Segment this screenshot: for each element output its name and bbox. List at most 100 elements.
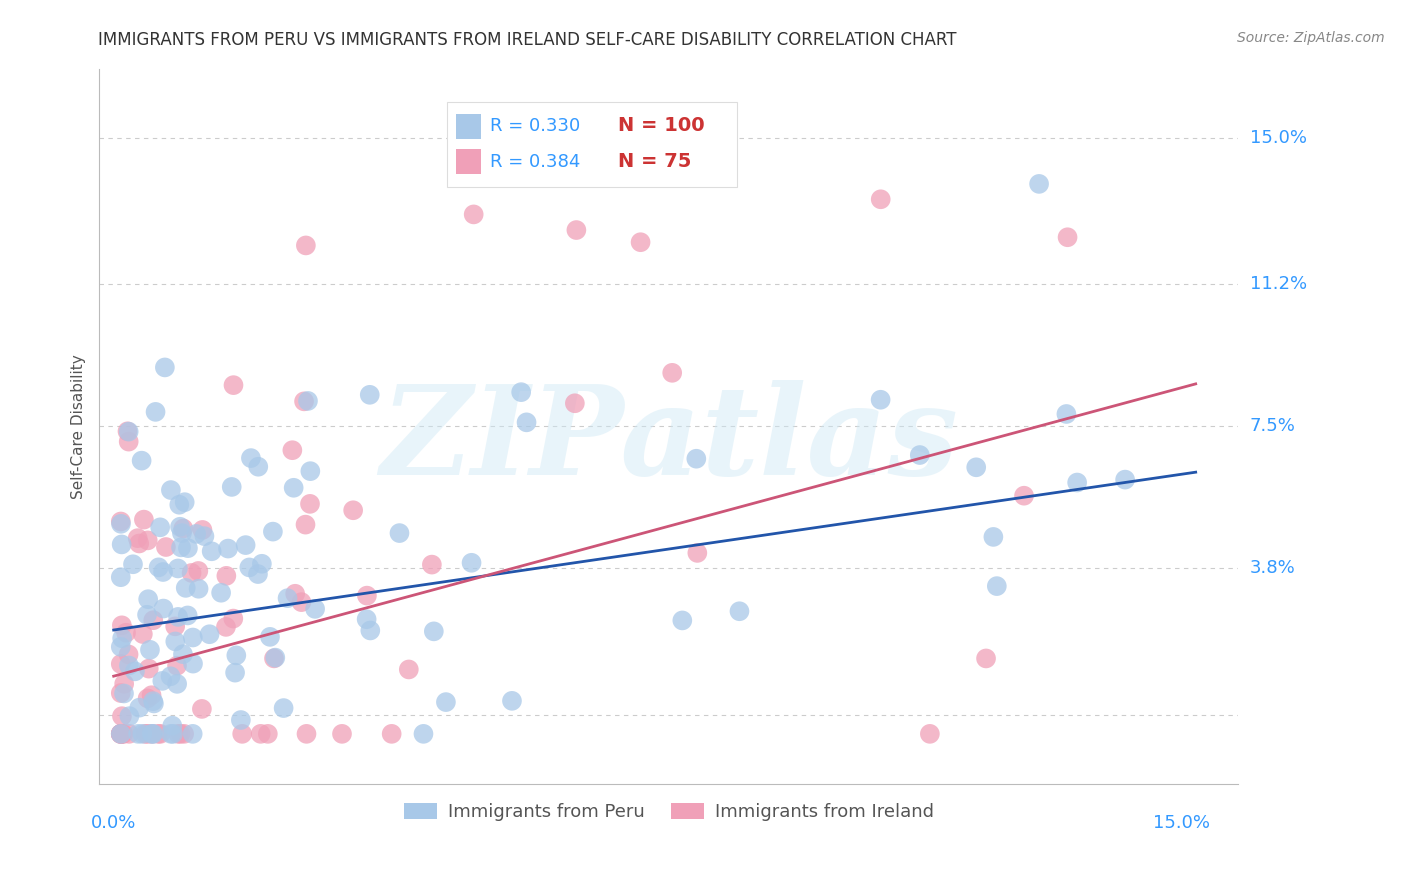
Point: [359, 388, 381, 402]
Point: [127, 531, 149, 545]
Point: [283, 481, 305, 495]
Point: [152, 601, 174, 615]
Point: [149, 727, 172, 741]
Point: [111, 618, 134, 632]
Point: [247, 459, 270, 474]
Text: 11.2%: 11.2%: [1250, 275, 1306, 293]
Point: [152, 565, 174, 579]
Point: [686, 546, 709, 560]
Point: [965, 460, 987, 475]
Point: [111, 727, 134, 741]
Point: [162, 719, 184, 733]
Point: [165, 634, 187, 648]
Point: [166, 658, 188, 673]
Point: [169, 520, 191, 534]
Point: [1066, 475, 1088, 490]
Text: 15.0%: 15.0%: [1250, 128, 1306, 147]
FancyBboxPatch shape: [447, 103, 737, 186]
Point: [173, 495, 195, 509]
Point: [564, 396, 586, 410]
Point: [110, 686, 132, 700]
Point: [398, 663, 420, 677]
Point: [250, 557, 273, 571]
Text: 3.8%: 3.8%: [1250, 559, 1295, 577]
Point: [263, 651, 285, 665]
Point: [209, 585, 232, 599]
Point: [142, 727, 165, 741]
Point: [297, 393, 319, 408]
Point: [284, 587, 307, 601]
Point: [187, 582, 209, 596]
Point: [118, 434, 141, 449]
Point: [231, 727, 253, 741]
Point: [181, 631, 204, 645]
Point: [167, 561, 190, 575]
Point: [217, 541, 239, 556]
Point: [110, 515, 132, 529]
Point: [115, 625, 138, 640]
Point: [299, 464, 322, 478]
Point: [112, 686, 135, 700]
Point: [342, 503, 364, 517]
Point: [136, 607, 159, 622]
Point: [155, 540, 177, 554]
Point: [145, 405, 167, 419]
Point: [127, 727, 149, 741]
Point: [221, 480, 243, 494]
Point: [420, 558, 443, 572]
Point: [111, 632, 134, 646]
Point: [290, 595, 312, 609]
Point: [118, 425, 141, 439]
Point: [117, 425, 139, 439]
Point: [139, 642, 162, 657]
Point: [273, 701, 295, 715]
Point: [661, 366, 683, 380]
Point: [110, 727, 132, 741]
Point: [142, 697, 165, 711]
Point: [141, 727, 163, 741]
Point: [122, 558, 145, 572]
Point: [160, 483, 183, 497]
Point: [110, 640, 132, 654]
Point: [434, 695, 457, 709]
Point: [167, 727, 190, 741]
Point: [159, 669, 181, 683]
Point: [201, 544, 224, 558]
Point: [1028, 177, 1050, 191]
Text: Source: ZipAtlas.com: Source: ZipAtlas.com: [1237, 31, 1385, 45]
Point: [132, 513, 155, 527]
Point: [167, 610, 190, 624]
Point: [869, 192, 891, 206]
Point: [110, 516, 132, 531]
Point: [173, 727, 195, 741]
Point: [501, 694, 523, 708]
Point: [239, 451, 262, 466]
Point: [246, 567, 269, 582]
Point: [136, 592, 159, 607]
Point: [136, 727, 159, 741]
Point: [259, 630, 281, 644]
Text: ZIPatlas: ZIPatlas: [380, 380, 957, 501]
Point: [215, 569, 238, 583]
Point: [110, 657, 132, 671]
Point: [141, 727, 163, 741]
Point: [238, 560, 260, 574]
Point: [117, 648, 139, 662]
Point: [869, 392, 891, 407]
Point: [986, 579, 1008, 593]
Legend: Immigrants from Peru, Immigrants from Ireland: Immigrants from Peru, Immigrants from Ir…: [396, 796, 941, 829]
Point: [169, 727, 191, 741]
Point: [150, 673, 173, 688]
Point: [460, 556, 482, 570]
Point: [136, 533, 159, 548]
Point: [112, 727, 135, 741]
Point: [295, 727, 318, 741]
Point: [181, 657, 204, 671]
Point: [141, 688, 163, 702]
Point: [356, 589, 378, 603]
Point: [146, 727, 169, 741]
Text: 7.5%: 7.5%: [1250, 417, 1295, 435]
Text: N = 75: N = 75: [617, 152, 690, 171]
Point: [165, 619, 187, 633]
Point: [224, 665, 246, 680]
